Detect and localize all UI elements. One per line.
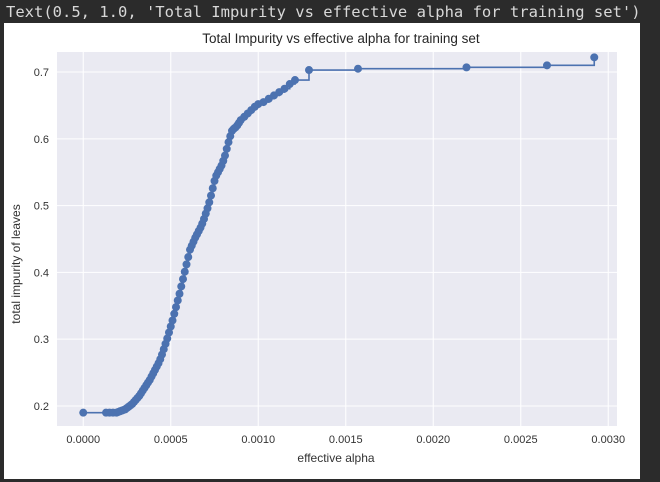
data-point: [168, 316, 177, 325]
output-text: Text(0.5, 1.0, 'Total Impurity vs effect…: [6, 3, 641, 21]
data-point: [165, 328, 173, 337]
x-tick-label: 0.0030: [591, 434, 625, 446]
chart-figure: 0.0000 0.0005 0.0010 0.0015 0.0020 0.0025 0.00…: [4, 23, 640, 479]
x-tick-label: 0.0020: [416, 434, 450, 446]
data-point: [222, 144, 231, 153]
y-tick-labels: 0.2 0.3 0.4 0.5 0.6 0.7: [34, 67, 49, 413]
x-tick-label: 0.0010: [241, 434, 275, 446]
grid-lines: [57, 52, 617, 426]
data-point: [170, 309, 179, 318]
plot-background: [57, 52, 617, 426]
x-tick-label: 0.0005: [154, 434, 188, 446]
data-point: [354, 64, 362, 73]
data-point: [207, 191, 215, 200]
data-point: [224, 138, 233, 147]
y-tick-label: 0.4: [34, 267, 49, 279]
data-point: [543, 61, 551, 70]
data-point: [590, 53, 599, 62]
data-point: [177, 282, 186, 291]
series-group: [79, 53, 599, 417]
y-tick-label: 0.2: [34, 401, 49, 413]
y-axis-label: total impurity of leaves: [9, 204, 23, 323]
data-point: [163, 334, 172, 343]
data-point: [79, 408, 88, 417]
data-point: [172, 303, 180, 312]
x-tick-label: 0.0000: [66, 434, 100, 446]
data-point: [305, 66, 313, 75]
data-point: [166, 322, 175, 331]
data-point: [221, 151, 229, 160]
x-tick-labels: 0.0000 0.0005 0.0010 0.0015 0.0020 0.0025 0.00…: [66, 434, 625, 446]
chart-title: Total Impurity vs effective alpha for tr…: [202, 31, 480, 46]
data-point: [205, 198, 214, 207]
data-point: [182, 260, 191, 269]
data-point: [179, 275, 187, 284]
data-point: [175, 289, 184, 298]
y-tick-label: 0.5: [34, 201, 49, 213]
y-tick-label: 0.6: [34, 134, 49, 146]
data-point: [462, 63, 471, 72]
data-point: [180, 267, 189, 276]
data-point: [184, 253, 193, 262]
data-point: [280, 84, 289, 93]
x-axis-label: effective alpha: [297, 451, 374, 465]
x-tick-label: 0.0015: [329, 434, 363, 446]
data-point: [203, 204, 212, 213]
data-point: [208, 184, 217, 193]
x-tick-label: 0.0025: [504, 434, 538, 446]
line-chart: 0.0000 0.0005 0.0010 0.0015 0.0020 0.0025 0.00…: [9, 31, 625, 465]
data-point: [173, 296, 182, 305]
y-tick-label: 0.7: [34, 67, 49, 79]
data-point: [291, 76, 299, 85]
y-tick-label: 0.3: [34, 334, 49, 346]
